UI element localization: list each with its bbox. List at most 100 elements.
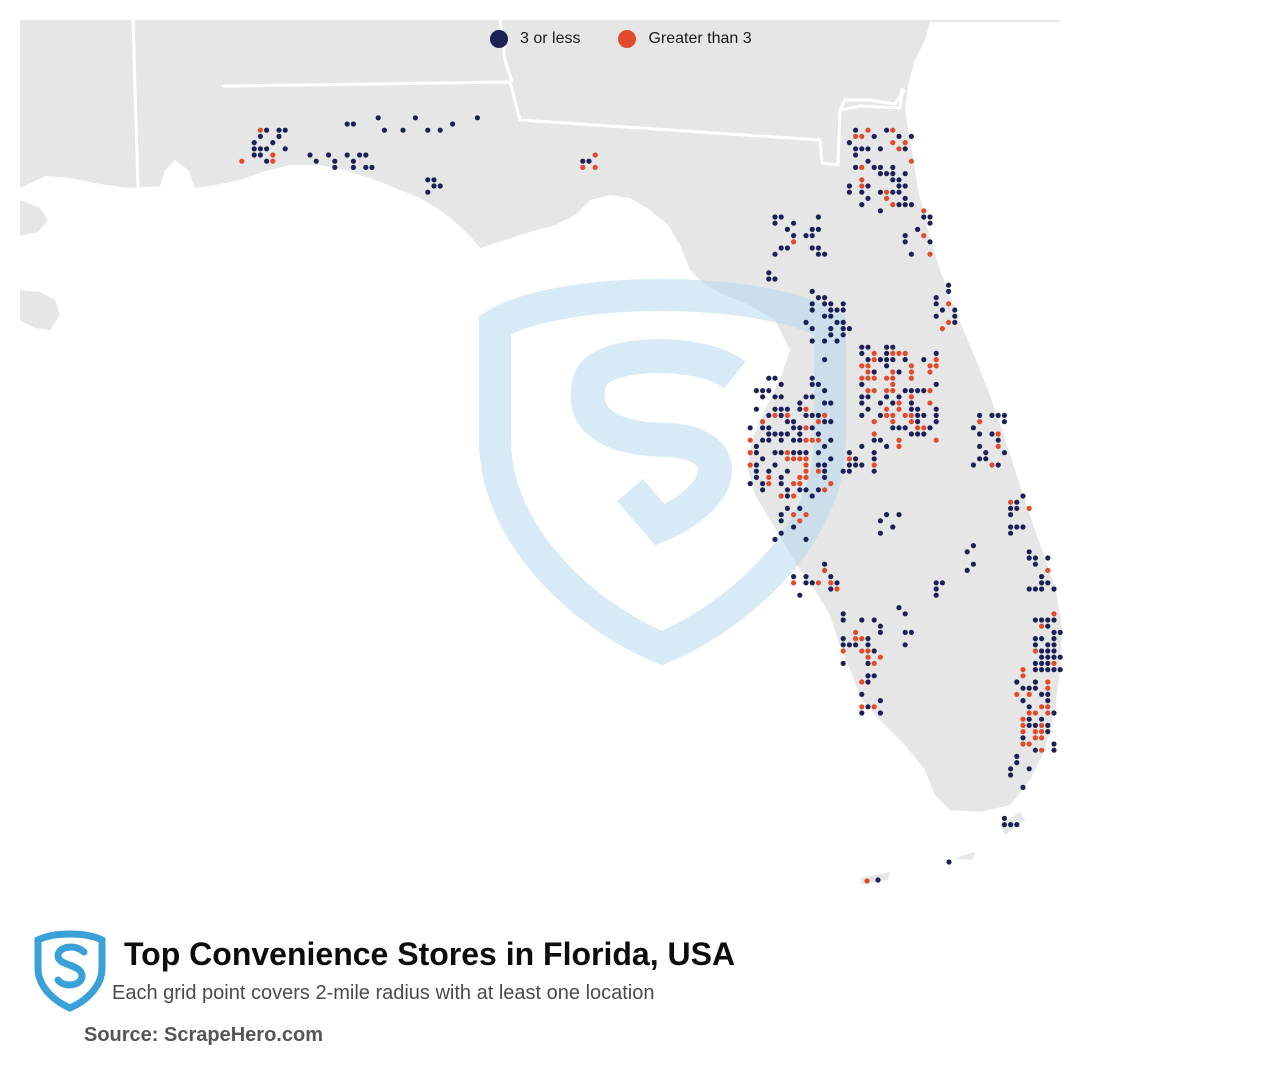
dot-3-or-less bbox=[450, 121, 456, 127]
dot-greater-than-3 bbox=[778, 493, 784, 499]
dot-3-or-less bbox=[815, 251, 822, 257]
dot-greater-than-3 bbox=[1045, 704, 1051, 710]
dot-3-or-less bbox=[815, 295, 822, 301]
dot-greater-than-3 bbox=[871, 660, 877, 667]
dot-3-or-less bbox=[877, 357, 884, 363]
dot-3-or-less bbox=[1051, 629, 1057, 636]
dot-3-or-less bbox=[859, 146, 865, 152]
dot-greater-than-3 bbox=[921, 233, 927, 239]
dot-3-or-less bbox=[840, 468, 846, 474]
dot-3-or-less bbox=[865, 394, 871, 400]
dot-3-or-less bbox=[871, 369, 877, 375]
dot-3-or-less bbox=[815, 431, 822, 437]
dot-greater-than-3 bbox=[890, 388, 896, 394]
dot-greater-than-3 bbox=[257, 127, 263, 133]
dot-3-or-less bbox=[1039, 586, 1045, 592]
dot-3-or-less bbox=[846, 183, 853, 189]
dot-3-or-less bbox=[276, 133, 282, 139]
dot-greater-than-3 bbox=[815, 468, 822, 474]
dot-3-or-less bbox=[784, 468, 791, 474]
dot-greater-than-3 bbox=[1026, 505, 1032, 511]
dot-3-or-less bbox=[1051, 586, 1057, 592]
dot-3-or-less bbox=[939, 307, 946, 313]
dot-3-or-less bbox=[865, 642, 871, 648]
gulf-coast-left-2 bbox=[20, 290, 60, 330]
dot-3-or-less bbox=[877, 171, 884, 177]
dot-3-or-less bbox=[1045, 654, 1051, 660]
dot-3-or-less bbox=[772, 220, 778, 226]
dot-greater-than-3 bbox=[797, 481, 803, 487]
dot-greater-than-3 bbox=[890, 412, 896, 418]
dot-greater-than-3 bbox=[580, 164, 586, 170]
dot-greater-than-3 bbox=[1032, 735, 1038, 741]
dot-greater-than-3 bbox=[871, 419, 877, 425]
dot-3-or-less bbox=[933, 350, 939, 356]
dot-greater-than-3 bbox=[908, 375, 915, 381]
dot-3-or-less bbox=[307, 152, 313, 158]
dot-3-or-less bbox=[1008, 505, 1014, 511]
dot-greater-than-3 bbox=[803, 406, 809, 412]
dot-3-or-less bbox=[772, 251, 778, 257]
dot-3-or-less bbox=[865, 344, 871, 350]
dot-3-or-less bbox=[1020, 524, 1026, 530]
dot-3-or-less bbox=[896, 202, 902, 208]
dot-3-or-less bbox=[859, 381, 865, 387]
dot-3-or-less bbox=[946, 288, 952, 294]
dot-3-or-less bbox=[859, 412, 865, 418]
dot-greater-than-3 bbox=[766, 481, 772, 487]
dot-3-or-less bbox=[1014, 822, 1020, 828]
dot-3-or-less bbox=[1032, 642, 1038, 648]
dot-3-or-less bbox=[896, 369, 902, 375]
dot-3-or-less bbox=[890, 357, 896, 363]
dot-greater-than-3 bbox=[791, 481, 797, 487]
dot-3-or-less bbox=[1039, 648, 1045, 654]
dot-greater-than-3 bbox=[1032, 729, 1038, 735]
dot-3-or-less bbox=[257, 133, 263, 139]
dot-greater-than-3 bbox=[1020, 729, 1026, 735]
dot-greater-than-3 bbox=[822, 567, 828, 574]
dot-3-or-less bbox=[933, 592, 939, 598]
dot-3-or-less bbox=[1032, 679, 1038, 685]
dot-3-or-less bbox=[1014, 760, 1020, 766]
dot-3-or-less bbox=[890, 425, 896, 431]
dot-3-or-less bbox=[822, 462, 828, 468]
dot-3-or-less bbox=[1014, 679, 1020, 685]
dot-3-or-less bbox=[822, 474, 828, 480]
dot-3-or-less bbox=[927, 214, 933, 220]
dot-greater-than-3 bbox=[896, 443, 902, 449]
dot-3-or-less bbox=[803, 319, 809, 325]
store-dots bbox=[239, 115, 1063, 884]
dot-greater-than-3 bbox=[592, 152, 598, 158]
legend-label-low: 3 or less bbox=[520, 30, 581, 47]
dot-3-or-less bbox=[1001, 822, 1008, 828]
dot-3-or-less bbox=[908, 251, 915, 257]
dot-3-or-less bbox=[412, 115, 418, 121]
dot-3-or-less bbox=[784, 245, 791, 251]
dot-3-or-less bbox=[797, 592, 803, 598]
dot-3-or-less bbox=[753, 468, 760, 474]
dot-greater-than-3 bbox=[791, 456, 797, 462]
dot-3-or-less bbox=[828, 574, 834, 580]
dot-3-or-less bbox=[983, 450, 989, 456]
dot-greater-than-3 bbox=[803, 468, 809, 474]
dot-3-or-less bbox=[747, 481, 753, 487]
dot-greater-than-3 bbox=[890, 350, 896, 356]
dot-3-or-less bbox=[803, 394, 809, 400]
dot-3-or-less bbox=[822, 468, 828, 474]
dot-3-or-less bbox=[791, 450, 797, 456]
dot-3-or-less bbox=[766, 437, 772, 443]
dot-3-or-less bbox=[753, 406, 760, 412]
dot-3-or-less bbox=[797, 425, 803, 431]
dot-3-or-less bbox=[778, 394, 784, 400]
dot-3-or-less bbox=[809, 412, 815, 418]
dot-3-or-less bbox=[946, 282, 952, 288]
dot-3-or-less bbox=[995, 437, 1001, 443]
dot-3-or-less bbox=[865, 183, 871, 189]
dot-3-or-less bbox=[989, 412, 995, 418]
dot-greater-than-3 bbox=[859, 183, 865, 189]
dot-3-or-less bbox=[760, 481, 766, 487]
dot-3-or-less bbox=[815, 487, 822, 493]
dot-3-or-less bbox=[846, 450, 853, 456]
dot-3-or-less bbox=[859, 202, 865, 208]
dot-greater-than-3 bbox=[890, 127, 896, 133]
